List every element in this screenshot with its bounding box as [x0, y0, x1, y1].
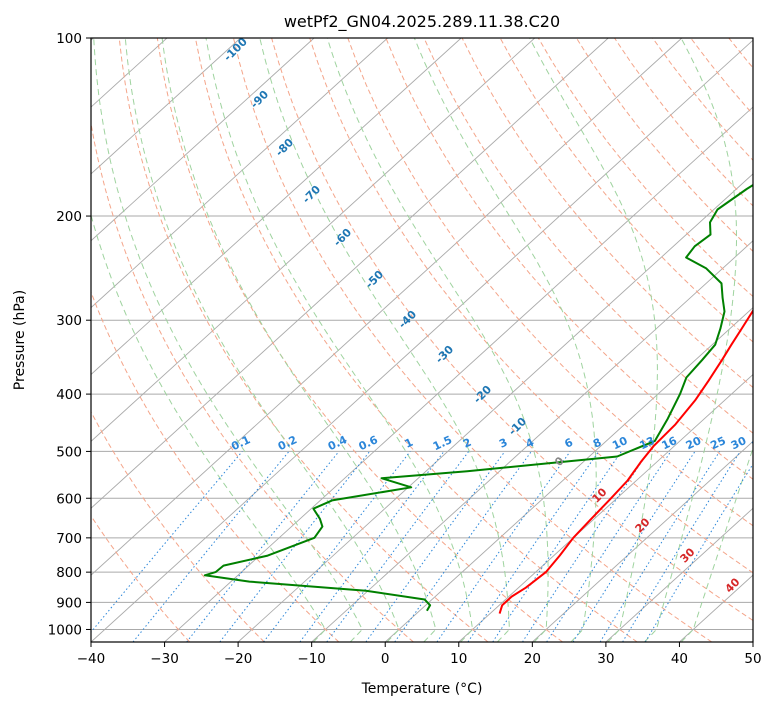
dry-adiabat-line [91, 120, 414, 642]
mixing-ratio-line [622, 451, 741, 642]
moist-adiabat-line [93, 38, 363, 642]
series-lines [203, 183, 753, 614]
x-tick-label: −10 [297, 651, 326, 667]
y-tick-label: 900 [56, 595, 82, 611]
isotherm-line [237, 173, 753, 642]
moist-adiabat-line [91, 213, 327, 642]
isotherm-line [91, 38, 683, 576]
y-tick-label: 1000 [48, 622, 82, 638]
mixing-ratio-line [436, 451, 571, 642]
mixing-ratio-line [365, 451, 506, 642]
mixing-ratio-label: 10 [610, 434, 630, 452]
dry-adiabat-line [233, 38, 713, 642]
isotherm-line [91, 38, 241, 175]
x-tick-label: 0 [381, 651, 390, 667]
y-tick-label: 600 [56, 491, 82, 507]
x-tick-label: 50 [744, 651, 761, 667]
isotherm-line [91, 39, 753, 642]
y-axis-label: Pressure (hPa) [12, 290, 28, 390]
moist-adiabat-line [259, 38, 510, 642]
dewpoint-profile-line [203, 183, 753, 612]
isotherm-line [91, 38, 388, 309]
chart-title: wetPf2_GN04.2025.289.11.38.C20 [284, 12, 560, 32]
moist-adiabat-line [161, 38, 437, 642]
moist-adiabat-line [413, 38, 597, 642]
y-tick-label: 400 [56, 387, 82, 403]
x-axis: −40 −30 −20 −10 0 10 20 30 40 50 [77, 642, 762, 667]
mixing-ratio-label: 30 [729, 434, 749, 452]
mixing-ratio-line [394, 451, 532, 642]
x-tick-label: 40 [671, 651, 688, 667]
dry-adiabat-line [118, 38, 489, 642]
plot-area: 0.10.20.40.611.52346810131620253036-100-… [91, 38, 770, 642]
mixing-ratio-line [186, 451, 340, 642]
mixing-ratio-label: 16 [660, 434, 680, 452]
dry-adiabat-line [91, 410, 265, 642]
dry-adiabat-line [194, 38, 638, 642]
mixing-ratio-line [467, 451, 600, 642]
mixing-ratio-label: 13 [638, 434, 657, 452]
y-tick-label: 700 [56, 531, 82, 547]
mixing-ratio-line [263, 451, 411, 642]
dry-adiabat-line [499, 38, 753, 343]
x-axis-label: Temperature (°C) [361, 681, 483, 697]
isotherm-line [91, 38, 609, 509]
x-tick-label: 30 [597, 651, 614, 667]
isotherm-line [91, 38, 462, 376]
x-tick-label: −20 [224, 651, 253, 667]
isotherm-line [91, 38, 536, 443]
moist-adiabat-line [680, 446, 753, 642]
mixing-ratio-line [572, 451, 696, 642]
isotherm-line [164, 106, 753, 642]
y-tick-label: 200 [56, 209, 82, 225]
dry-adiabat-line [347, 38, 753, 527]
x-tick-label: −40 [77, 651, 106, 667]
dry-adiabat-line [423, 38, 753, 434]
x-tick-label: 10 [450, 651, 467, 667]
moist-adiabat-line [326, 38, 549, 642]
mixing-ratio-line [522, 451, 650, 642]
isotherm-line [532, 440, 753, 642]
mixing-ratio-line [492, 451, 622, 642]
moist-adiabat-line [529, 38, 658, 642]
plot-frame [90, 37, 754, 643]
mixing-ratio-label: 20 [684, 434, 704, 452]
background-lines [91, 38, 753, 642]
y-tick-label: 800 [56, 565, 82, 581]
mixing-ratio-line [546, 451, 672, 642]
mixing-ratio-line [132, 451, 290, 642]
x-tick-label: 20 [524, 651, 541, 667]
moist-adiabat-line [644, 38, 737, 642]
isotherm-line [91, 38, 315, 242]
y-axis: 100 200 300 400 500 600 700 800 900 1000 [48, 31, 91, 638]
moist-adiabat-line [205, 38, 474, 642]
dry-adiabat-line [271, 38, 753, 622]
mixing-ratio-line [299, 451, 445, 642]
mixing-ratio-line [326, 451, 470, 642]
y-tick-label: 300 [56, 313, 82, 329]
y-tick-label: 500 [56, 444, 82, 460]
x-tick-label: −30 [150, 651, 179, 667]
mixing-ratio-label: 36 [750, 434, 770, 452]
mixing-ratio-label: 25 [708, 434, 727, 452]
isotherm-line [605, 507, 753, 642]
y-tick-label: 100 [56, 31, 82, 47]
temperature-profile-line [498, 309, 753, 614]
